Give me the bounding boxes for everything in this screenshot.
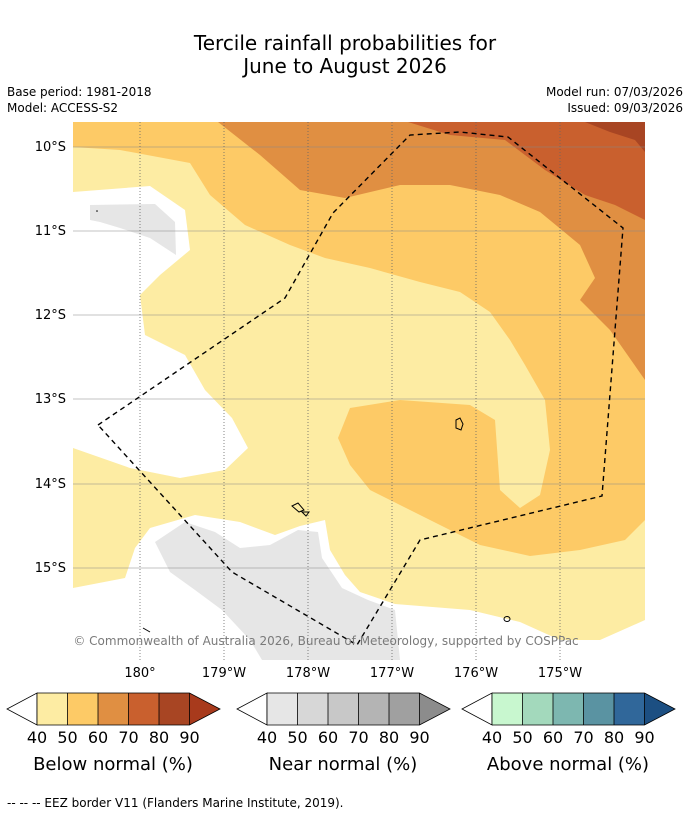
legend-caption: Above normal (%) <box>487 754 649 775</box>
lat-label: 15°S <box>35 561 66 576</box>
legend-tick: 50 <box>512 728 532 747</box>
legend-tick: 80 <box>149 728 169 747</box>
field-below-80 <box>585 122 645 152</box>
legend-swatch <box>267 693 298 725</box>
legend-swatch <box>297 693 328 725</box>
field-below-60 <box>218 122 645 380</box>
legend-tick: 40 <box>482 728 502 747</box>
legend-tick: 70 <box>118 728 138 747</box>
field-near-40-north <box>90 204 176 255</box>
legend-near-normal: 40 50 60 70 80 90 Near normal (%) <box>236 692 451 775</box>
legend-tick: 40 <box>257 728 277 747</box>
island-futuna <box>291 502 305 513</box>
copyright-credit: © Commonwealth of Australia 2026, Bureau… <box>73 634 578 648</box>
lat-label: 12°S <box>35 308 66 323</box>
probability-fields <box>73 122 645 660</box>
legend-swatch <box>67 693 98 725</box>
island-small <box>503 616 511 622</box>
gridlines <box>73 122 645 660</box>
legend-caption: Near normal (%) <box>269 754 418 775</box>
legend-swatch <box>583 693 614 725</box>
legend-arrow-low <box>461 692 493 726</box>
field-below-70 <box>408 122 645 220</box>
island-dot <box>96 210 98 212</box>
field-neutral-west <box>73 186 248 478</box>
field-near-40-south <box>155 522 400 660</box>
legend-arrow-high <box>419 693 450 725</box>
legend-arrow-high <box>644 693 675 725</box>
legend-swatch <box>37 693 68 725</box>
legend-swatch <box>159 693 190 725</box>
legend-swatch <box>522 693 553 725</box>
legend-swatch <box>389 693 420 725</box>
island-reef <box>142 627 151 633</box>
legend-tick: 80 <box>604 728 624 747</box>
island-alofi <box>300 511 310 517</box>
legend-swatch <box>328 693 359 725</box>
lat-label: 14°S <box>35 477 66 492</box>
legend-tick: 70 <box>348 728 368 747</box>
eez-border <box>96 131 624 646</box>
lat-label: 10°S <box>35 140 66 155</box>
legend-tick: 50 <box>57 728 77 747</box>
meta-left: Base period: 1981-2018 Model: ACCESS-S2 <box>7 84 152 116</box>
legend-swatch <box>358 693 389 725</box>
lon-label: 177°W <box>370 666 414 681</box>
lon-labels: 180° 179°W 178°W 177°W 176°W 175°W <box>124 666 582 681</box>
lat-labels: 10°S 11°S 12°S 13°S 14°S 15°S <box>35 140 66 576</box>
title-line-1: Tercile rainfall probabilities for <box>193 31 497 55</box>
legend-swatch <box>128 693 159 725</box>
legend-swatch <box>614 693 645 725</box>
island-wallis <box>455 417 464 431</box>
legend-below-normal: 40 50 60 70 80 90 Below normal (%) <box>6 692 221 775</box>
legend-caption: Below normal (%) <box>33 754 193 775</box>
lon-label: 180° <box>124 666 155 681</box>
lat-label: 13°S <box>35 392 66 407</box>
lon-label: 175°W <box>538 666 582 681</box>
eez-footnote: -- -- -- EEZ border V11 (Flanders Marine… <box>7 796 344 810</box>
issued-date: Issued: 09/03/2026 <box>567 101 683 115</box>
legend-tick: 60 <box>543 728 563 747</box>
lon-label: 179°W <box>202 666 246 681</box>
legend-swatch <box>492 693 523 725</box>
model-name: Model: ACCESS-S2 <box>7 101 119 115</box>
legend-tick: 40 <box>27 728 47 747</box>
lat-label: 11°S <box>35 224 66 239</box>
lon-label: 176°W <box>454 666 498 681</box>
legend-arrow-high <box>189 693 220 725</box>
base-period: Base period: 1981-2018 <box>7 85 152 99</box>
legend-tick: 90 <box>634 728 654 747</box>
meta-right: Model run: 07/03/2026 Issued: 09/03/2026 <box>546 84 683 116</box>
legend-tick: 90 <box>179 728 199 747</box>
legend-tick: 50 <box>287 728 307 747</box>
legend-tick: 90 <box>409 728 429 747</box>
legend-above-normal: 40 50 60 70 80 90 Above normal (%) <box>461 692 676 775</box>
title-line-2: June to August 2026 <box>243 54 447 78</box>
legend-tick: 60 <box>88 728 108 747</box>
legend-tick: 70 <box>573 728 593 747</box>
legend-tick: 60 <box>318 728 338 747</box>
lon-label: 178°W <box>286 666 330 681</box>
legend-swatch <box>98 693 129 725</box>
legend-swatch <box>553 693 584 725</box>
legend-arrow-low <box>6 692 38 726</box>
map-title: Tercile rainfall probabilities for June … <box>0 32 690 78</box>
field-below-50 <box>73 122 645 556</box>
legend-tick: 80 <box>379 728 399 747</box>
legend-arrow-low <box>236 692 268 726</box>
model-run: Model run: 07/03/2026 <box>545 85 683 99</box>
